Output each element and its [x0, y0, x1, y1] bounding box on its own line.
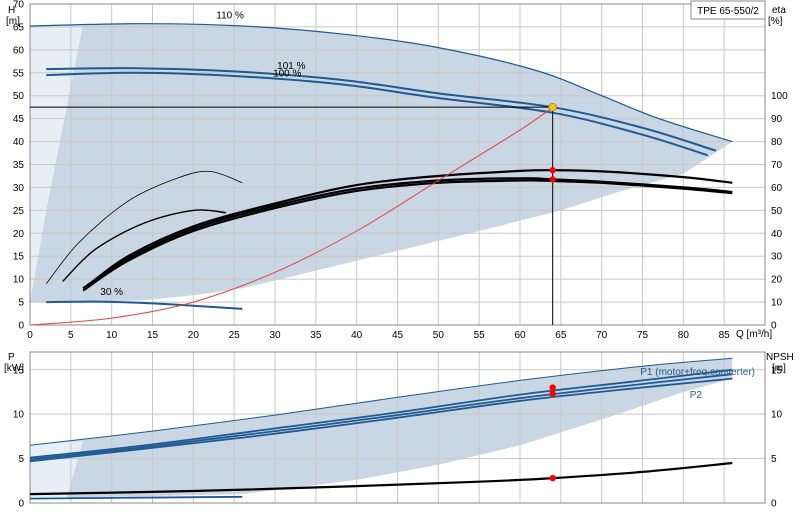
system-curve	[29, 106, 553, 326]
power-curve-p1-110	[29, 357, 733, 446]
flow-axis-label: Q [m³/h]	[736, 329, 772, 340]
eta-y-tick: 90	[771, 114, 783, 125]
power-y-tick: 10	[13, 410, 25, 421]
eta-marker-1	[549, 176, 556, 183]
head-y-tick: 15	[13, 252, 25, 263]
curve-label-30: 30 %	[100, 287, 123, 298]
head-curve-100	[46, 71, 709, 157]
eta-y-tick: 100	[771, 91, 788, 102]
npsh-y-tick: 15	[771, 365, 783, 376]
power-curve-p2-101	[29, 373, 733, 461]
head-y-tick: 0	[18, 321, 24, 332]
head-lowflow-area	[30, 24, 84, 303]
npsh-y-tick: 10	[771, 410, 783, 421]
head-x-tick: 85	[719, 330, 731, 341]
head-y-tick: 5	[18, 298, 24, 309]
head-y-tick: 45	[13, 114, 25, 125]
head-envelope-area	[30, 23, 733, 303]
head-y-tick: 40	[13, 137, 25, 148]
head-y-tick: 25	[13, 206, 25, 217]
head-y-tick: 60	[13, 45, 25, 56]
eta-y-tick: 10	[771, 298, 783, 309]
eta-y-tick: 70	[771, 160, 783, 171]
eta-y-tick: 20	[771, 275, 783, 286]
head-x-tick: 70	[596, 330, 608, 341]
head-x-tick: 50	[433, 330, 445, 341]
head-x-tick: 40	[351, 330, 363, 341]
power-axis-label: P	[8, 352, 15, 363]
head-x-tick: 65	[555, 330, 567, 341]
head-x-tick: 45	[392, 330, 404, 341]
eta-axis-label: eta	[772, 5, 786, 16]
curve-label-110: 110 %	[216, 11, 244, 22]
npsh-y-tick: 5	[771, 454, 777, 465]
head-x-tick: 10	[106, 330, 118, 341]
eta-y-tick: 50	[771, 206, 783, 217]
head-x-tick: 0	[27, 330, 33, 341]
head-y-tick: 35	[13, 160, 25, 171]
head-y-tick: 30	[13, 183, 25, 194]
power-marker-1	[549, 390, 556, 397]
npsh-y-tick: 0	[771, 499, 777, 510]
head-x-tick: 35	[310, 330, 322, 341]
eta-y-tick: 0	[771, 321, 777, 332]
head-y-tick: 55	[13, 68, 25, 79]
head-curve-110	[29, 23, 733, 143]
power-curve-p1-101	[29, 368, 733, 459]
power-axis-unit: [kW]	[4, 363, 24, 374]
power-plot-frame	[29, 351, 766, 504]
head-curve-30	[46, 300, 243, 310]
eta-curve-30	[45, 170, 243, 284]
npsh-axis-unit: [m]	[772, 363, 786, 374]
head-x-tick: 5	[68, 330, 74, 341]
chart-title: TPE 65-550/2	[697, 6, 759, 17]
curve-label-101: 101 %	[277, 61, 305, 72]
head-x-tick: 55	[474, 330, 486, 341]
head-x-tick: 15	[147, 330, 159, 341]
power-curve-p2-100	[29, 377, 733, 463]
power-y-tick: 0	[18, 499, 24, 510]
head-axis-unit: [m]	[6, 16, 20, 27]
eta-curve-101	[82, 177, 733, 290]
title-box	[690, 0, 766, 20]
legend-p2: P2	[690, 390, 703, 401]
power-curve-p1-30	[29, 495, 243, 500]
head-curve-101	[46, 67, 717, 152]
head-y-tick: 70	[13, 0, 25, 11]
head-y-tick: 50	[13, 91, 25, 102]
power-envelope-area	[30, 358, 733, 499]
head-y-tick: 20	[13, 229, 25, 240]
head-plot-frame	[29, 3, 766, 326]
head-x-tick: 80	[678, 330, 690, 341]
legend-p1: P1 (motor+freq.converter)	[640, 367, 755, 378]
npsh-curve	[29, 461, 733, 496]
head-x-tick: 60	[514, 330, 526, 341]
eta-y-tick: 30	[771, 252, 783, 263]
head-y-tick: 65	[13, 22, 25, 33]
head-x-tick: 25	[229, 330, 241, 341]
eta-curve-mid	[62, 209, 227, 282]
power-y-tick: 15	[13, 365, 25, 376]
head-axis-label: H	[8, 5, 15, 16]
eta-y-tick: 40	[771, 229, 783, 240]
eta-curve-110	[86, 169, 733, 287]
eta-y-tick: 60	[771, 183, 783, 194]
eta-marker-0	[549, 167, 556, 174]
eta-axis-unit: [%]	[768, 16, 783, 27]
power-marker-2	[549, 474, 556, 482]
head-x-tick: 20	[188, 330, 200, 341]
power-marker-0	[549, 384, 556, 391]
curve-label-100: 100 %	[273, 68, 301, 79]
power-y-tick: 5	[18, 454, 24, 465]
head-y-tick: 10	[13, 275, 25, 286]
head-x-tick: 30	[269, 330, 281, 341]
npsh-axis-label: NPSH	[766, 352, 794, 363]
head-x-tick: 75	[637, 330, 649, 341]
duty-point-marker	[548, 102, 557, 112]
eta-y-tick: 80	[771, 137, 783, 148]
